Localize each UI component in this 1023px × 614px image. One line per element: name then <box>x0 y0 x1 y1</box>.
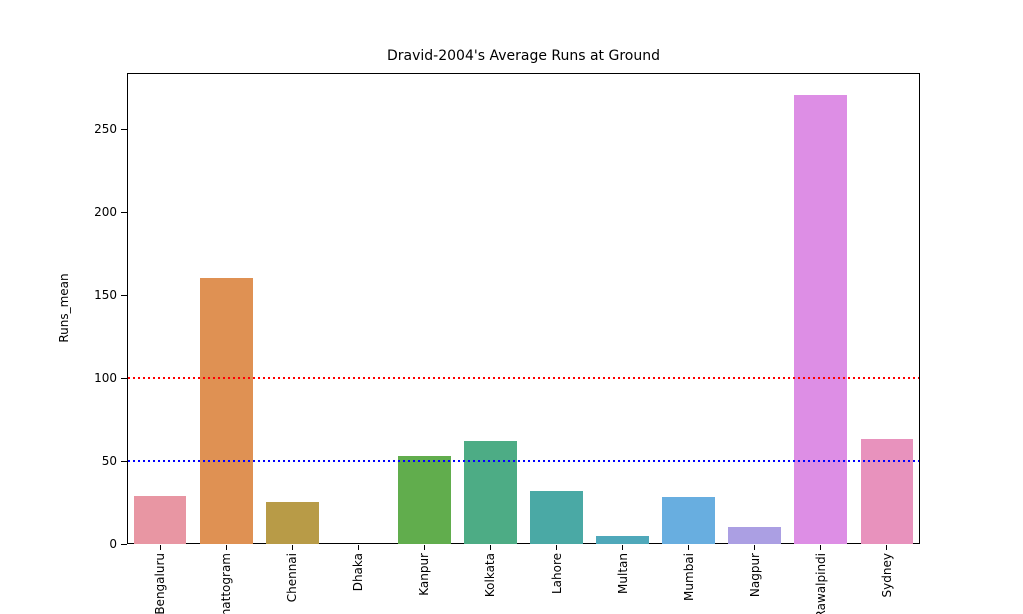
x-tick-label-dhaka: Dhaka <box>351 553 366 592</box>
x-tick-mark <box>159 545 161 550</box>
y-tick-label-50: 50 <box>101 453 117 468</box>
x-tick-label-nagpur: Nagpur <box>747 553 762 598</box>
x-tick-mark <box>291 545 293 550</box>
x-tick-mark <box>820 545 822 550</box>
bar-lahore <box>530 490 583 544</box>
y-tick-mark <box>121 544 127 545</box>
x-tick-label-kolkata: Kolkata <box>483 553 498 598</box>
y-tick-label-0: 0 <box>109 537 117 551</box>
x-tick-label-multan: Multan <box>615 553 630 594</box>
x-tick-mark <box>489 545 491 550</box>
x-tick-label-rawalpindi: Rawalpindi <box>813 553 828 614</box>
x-tick-label-lahore: Lahore <box>549 553 564 595</box>
y-tick-label-200: 200 <box>94 204 117 219</box>
x-tick-label-bengaluru: Bengaluru <box>153 553 168 614</box>
bar-rawalpindi <box>794 95 848 544</box>
x-tick-label-sydney: Sydney <box>879 553 894 598</box>
y-tick-label-150: 150 <box>94 287 117 302</box>
y-tick-mark <box>121 377 127 379</box>
y-tick-mark <box>121 460 127 462</box>
bar-chattogram <box>199 278 253 544</box>
y-tick-label-250: 250 <box>94 121 117 136</box>
x-tick-mark <box>688 545 690 550</box>
x-tick-mark <box>886 545 888 550</box>
bar-multan <box>596 535 650 544</box>
blue-dotted-line-50 <box>128 459 919 462</box>
plot-area <box>127 73 920 544</box>
y-tick-label-100: 100 <box>94 370 117 385</box>
chart-title: Dravid-2004's Average Runs at Ground <box>387 48 660 64</box>
bar-sydney <box>860 439 914 544</box>
bar-nagpur <box>728 527 782 544</box>
x-tick-mark <box>556 545 558 550</box>
x-tick-label-mumbai: Mumbai <box>681 553 696 601</box>
x-tick-mark <box>622 545 624 550</box>
y-tick-mark <box>121 211 127 213</box>
x-tick-label-chattogram: Chattogram <box>219 553 234 614</box>
x-tick-label-chennai: Chennai <box>285 553 300 603</box>
x-tick-mark <box>423 545 425 550</box>
x-tick-mark <box>357 545 359 550</box>
red-dotted-line-100 <box>128 376 919 379</box>
y-tick-mark <box>121 294 127 296</box>
x-tick-mark <box>754 545 756 550</box>
bar-mumbai <box>662 497 716 544</box>
bar-chennai <box>265 502 319 544</box>
bar-kanpur <box>397 455 451 544</box>
y-tick-mark <box>121 128 127 130</box>
x-tick-mark <box>225 545 227 550</box>
x-tick-label-kanpur: Kanpur <box>417 553 432 596</box>
bar-kolkata <box>464 440 517 544</box>
bar-bengaluru <box>133 495 187 544</box>
y-axis-label: Runs_mean <box>57 273 71 343</box>
